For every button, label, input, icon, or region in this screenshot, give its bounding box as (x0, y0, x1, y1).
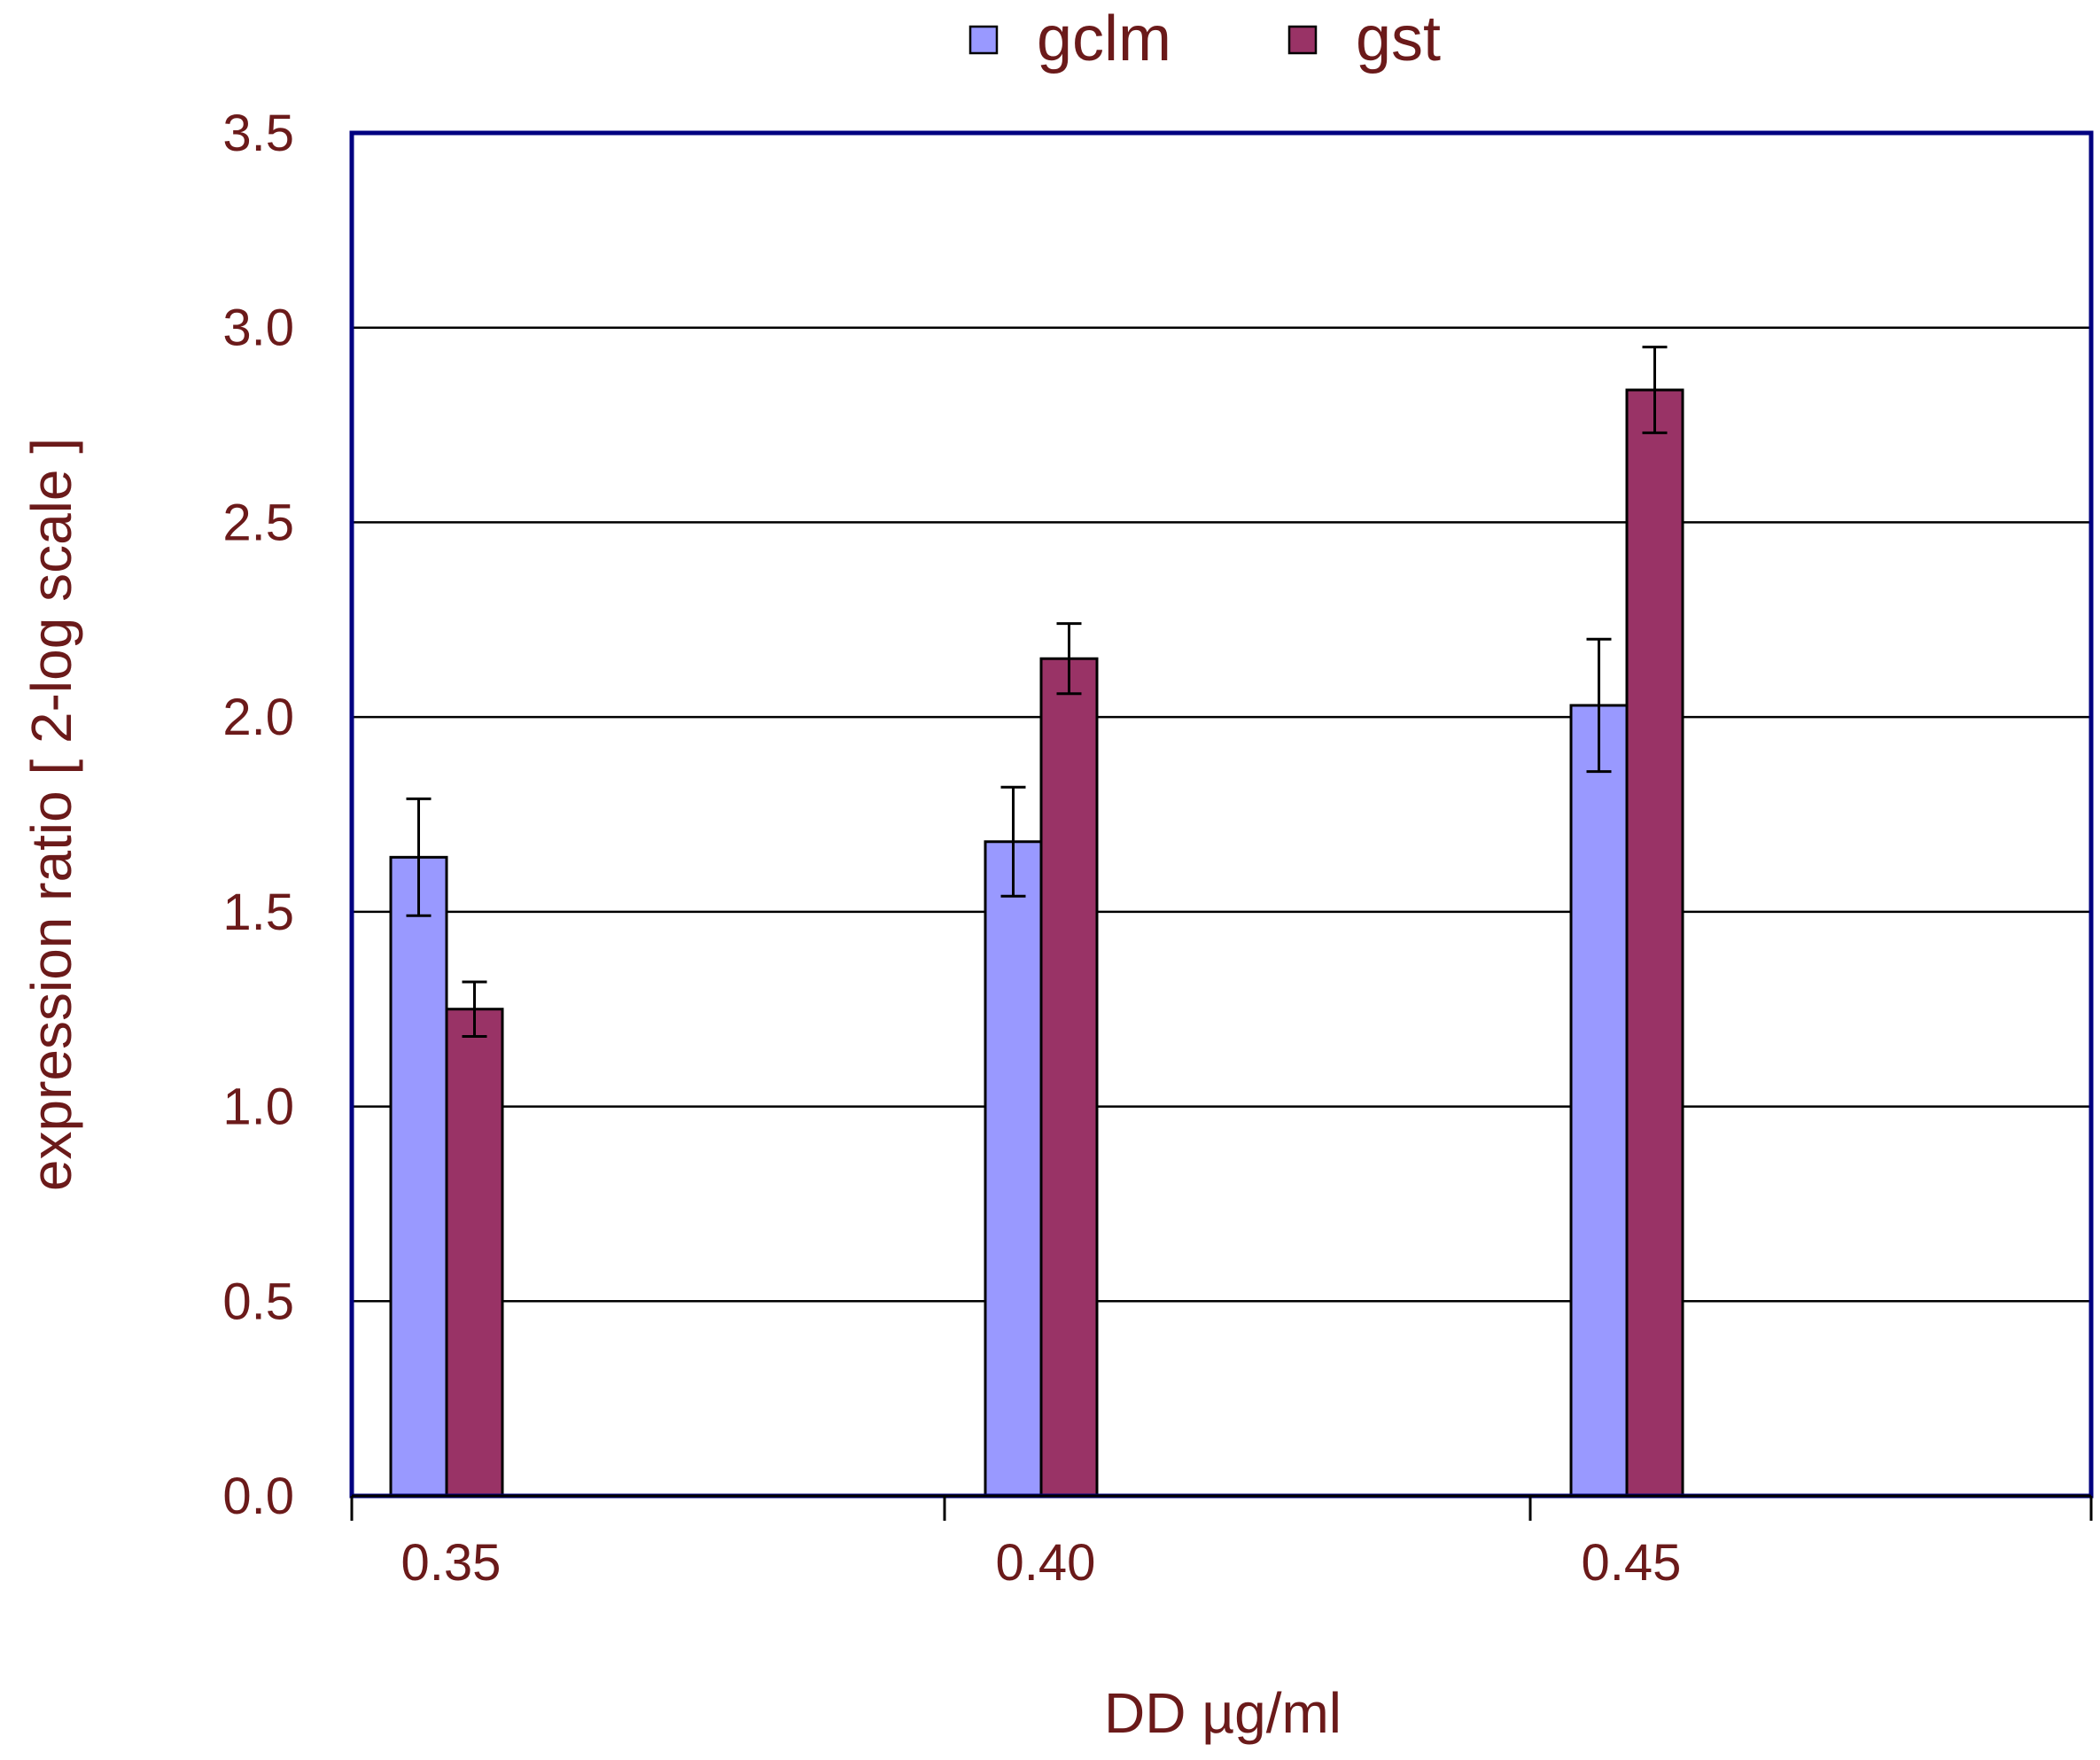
y-axis-title: expression ratio [ 2-log scale ] (19, 438, 83, 1191)
bar-gst (1625, 388, 1684, 1498)
bar-gclm (389, 855, 448, 1498)
bar-gclm (984, 840, 1043, 1498)
y-tick-label: 1.5 (222, 884, 294, 941)
legend-swatch-gclm (968, 25, 999, 55)
y-tick-label: 2.5 (222, 494, 294, 551)
bars (389, 388, 1684, 1498)
bar-gclm (1569, 704, 1629, 1498)
y-tick-label: 2.0 (222, 689, 294, 746)
gridlines (352, 326, 2091, 1303)
y-tick-label: 3.0 (222, 300, 294, 357)
legend-swatch-gst (1287, 25, 1318, 55)
legend-label-gclm: gclm (1037, 4, 1171, 74)
bar-gst (445, 1008, 504, 1498)
x-tick-label: 0.45 (1582, 1534, 1682, 1592)
y-axis: 0.0 0.5 1.0 1.5 2.0 2.5 3.0 3.5 (222, 105, 294, 1525)
plot-frame (349, 130, 2094, 1499)
error-bars (406, 346, 1668, 1038)
x-axis: 0.35 0.40 0.45 (350, 1494, 2093, 1592)
bar-gst (1039, 657, 1099, 1498)
x-tick-label: 0.35 (401, 1534, 502, 1592)
legend: gclm gst (968, 4, 1441, 74)
x-axis-title: DD µg/ml (1104, 1681, 1342, 1745)
y-tick-label: 0.0 (222, 1468, 294, 1525)
y-tick-label: 0.5 (222, 1273, 294, 1330)
y-tick-label: 3.5 (222, 105, 294, 162)
x-tick-label: 0.40 (996, 1534, 1096, 1592)
y-tick-label: 1.0 (222, 1079, 294, 1136)
legend-label-gst: gst (1356, 4, 1441, 74)
